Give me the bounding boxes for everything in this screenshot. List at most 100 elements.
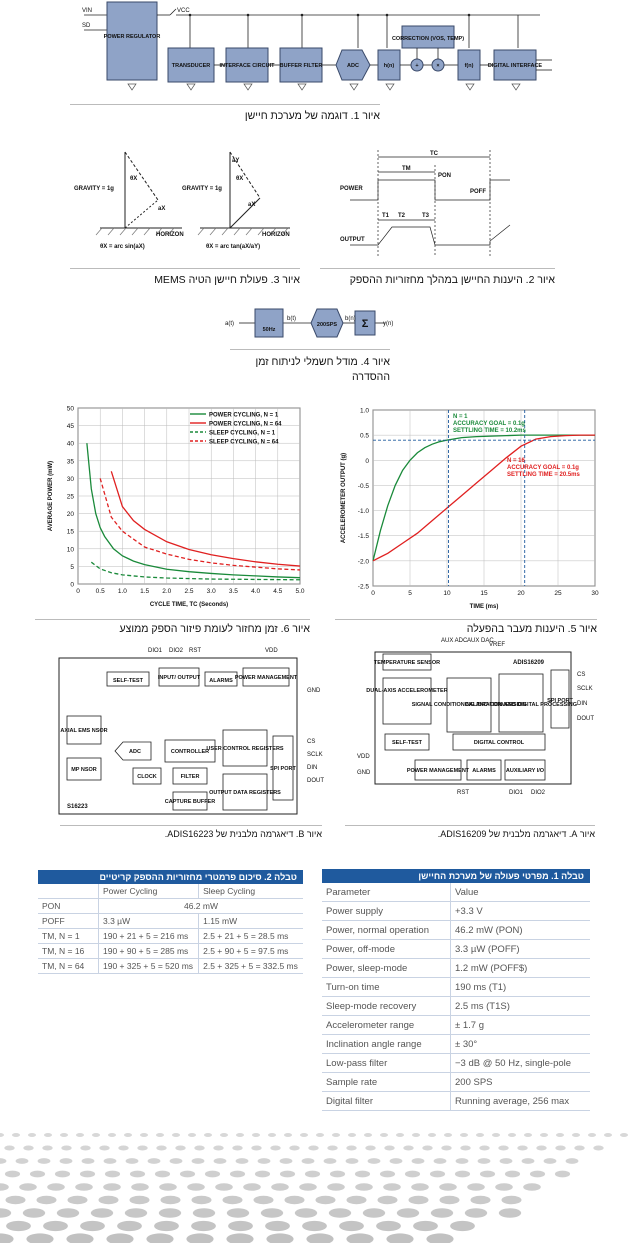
param-cell: Low-pass filter (322, 1053, 451, 1073)
formula-sin: θX = arc sin(aX) (100, 244, 145, 250)
value-cell: ± 30° (450, 1034, 590, 1054)
digital-interface-block (493, 49, 537, 81)
decor-dot (36, 1195, 57, 1205)
table-row: Power supply +3.3 V (322, 901, 590, 921)
svg-text:SELF-TEST: SELF-TEST (113, 678, 144, 684)
decor-dot (213, 1145, 224, 1151)
decor-dot (228, 1220, 253, 1232)
x-tick-label: 2.0 (162, 588, 171, 595)
decor-dot (479, 1145, 490, 1151)
y-axis-label: AVERAGE POWER (mW) (48, 461, 54, 531)
x-tick-label: 25 (554, 590, 562, 597)
signal-cond-block (446, 677, 492, 733)
power-mgmt-block (242, 667, 290, 687)
decor-dot (108, 1133, 116, 1137)
decor-dot (75, 1183, 93, 1191)
fig5-caption: איור 5. היענות מעבר בהפעלה (466, 623, 597, 635)
horizon-label-2: HORIZON (262, 232, 290, 238)
decor-dot (386, 1233, 414, 1243)
decor-dot (125, 1158, 139, 1164)
decor-dot (479, 1170, 496, 1178)
fig6-chart: 0 0.5 1.0 1.5 2.0 2.5 3.0 3.5 4.0 4.5 5.0 0 5 10 15 20 2… (48, 406, 305, 609)
x-tick-label: 5 (408, 590, 412, 597)
decor-dot (339, 1220, 364, 1232)
decor-dot (4, 1170, 21, 1178)
value-cell: 2.5 ms (T1S) (450, 996, 590, 1016)
decor-dot (422, 1145, 433, 1151)
decor-dot (129, 1170, 146, 1178)
decor-dot (56, 1208, 80, 1218)
decor-dot (536, 1145, 547, 1151)
decor-dot (345, 1158, 359, 1164)
decor-dot (346, 1233, 374, 1243)
decor-dot (124, 1133, 132, 1137)
decor-dot (523, 1183, 541, 1191)
decor-dot (346, 1145, 357, 1151)
decor-dot (279, 1158, 293, 1164)
param-cell: Power, off-mode (322, 939, 451, 959)
decor-dot (160, 1195, 181, 1205)
sd-label: SD (82, 23, 91, 29)
table-row: Power, off-mode 3.3 µW (POFF) (322, 939, 590, 959)
decor-dot (429, 1170, 446, 1178)
decor-dot (441, 1145, 452, 1151)
y-tick-label: 1.0 (360, 408, 369, 415)
decor-dot (270, 1145, 281, 1151)
y-tick-label: 30 (67, 476, 75, 483)
decor-dot (620, 1133, 628, 1137)
aux-io-block (504, 759, 546, 781)
x-tick-label: 5.0 (295, 588, 304, 595)
decor-dot (460, 1145, 471, 1151)
param-cell: Sleep-mode recovery (322, 996, 451, 1016)
param-cell: Power supply (322, 901, 451, 921)
tm-label: TM (402, 166, 411, 172)
decor-dot (215, 1183, 233, 1191)
fig3-diagram: GRAVITY = 1g GRAVITY = 1g HORIZON HORIZO… (74, 151, 290, 250)
param-cell: Parameter (322, 883, 451, 902)
svg-text:DIO1: DIO1 (148, 648, 163, 654)
table-row: Power Cycling Sleep Cycling (38, 884, 303, 899)
decor-dot (501, 1195, 522, 1205)
decor-dot (279, 1170, 296, 1178)
formula-tan: θX = arc tan(aX/aY) (206, 244, 260, 250)
x-tick-label: 20 (517, 590, 525, 597)
decor-dot (99, 1145, 110, 1151)
x-tick-label: 1.5 (140, 588, 149, 595)
table-header-row: Parameter Value (322, 883, 590, 902)
decor-dot (44, 1133, 52, 1137)
poff-label: POFF (470, 189, 486, 195)
decor-dot (4, 1145, 15, 1151)
decor-dot (323, 1158, 337, 1164)
decor-dot (329, 1170, 346, 1178)
t2-label: T2 (398, 213, 406, 219)
svg-text:DOUT: DOUT (577, 716, 594, 722)
decor-dot (376, 1220, 401, 1232)
decor-dot (103, 1183, 121, 1191)
decor-dot (426, 1233, 454, 1243)
decor-dot (6, 1220, 31, 1232)
y-axis-label: ACCELEROMETER OUTPUT (g) (341, 453, 347, 543)
decor-dot (103, 1158, 117, 1164)
svg-text:b(t): b(t) (287, 316, 296, 322)
decor-dot (147, 1158, 161, 1164)
decor-dot (308, 1145, 319, 1151)
decor-dot (265, 1220, 290, 1232)
decor-dot (380, 1133, 388, 1137)
decor-dot (384, 1145, 395, 1151)
decor-dot (154, 1220, 179, 1232)
table-row: Sleep-mode recovery 2.5 ms (T1S) (322, 996, 590, 1016)
io-block (158, 667, 200, 687)
transducer-block (167, 47, 215, 83)
y-tick-label: 50 (67, 406, 75, 413)
decor-dot (0, 1233, 14, 1243)
decor-dot (289, 1145, 300, 1151)
tc-label: TC (430, 151, 439, 157)
x-tick-label: 0.5 (96, 588, 105, 595)
decor-dot (213, 1158, 227, 1164)
param-cell: Power, normal operation (322, 920, 451, 940)
x-tick-label: 15 (480, 590, 488, 597)
y-tick-label: 25 (67, 494, 75, 501)
series-line-1 (86, 443, 301, 579)
hn-label: h(n) (384, 63, 395, 69)
decor-dot (413, 1220, 438, 1232)
